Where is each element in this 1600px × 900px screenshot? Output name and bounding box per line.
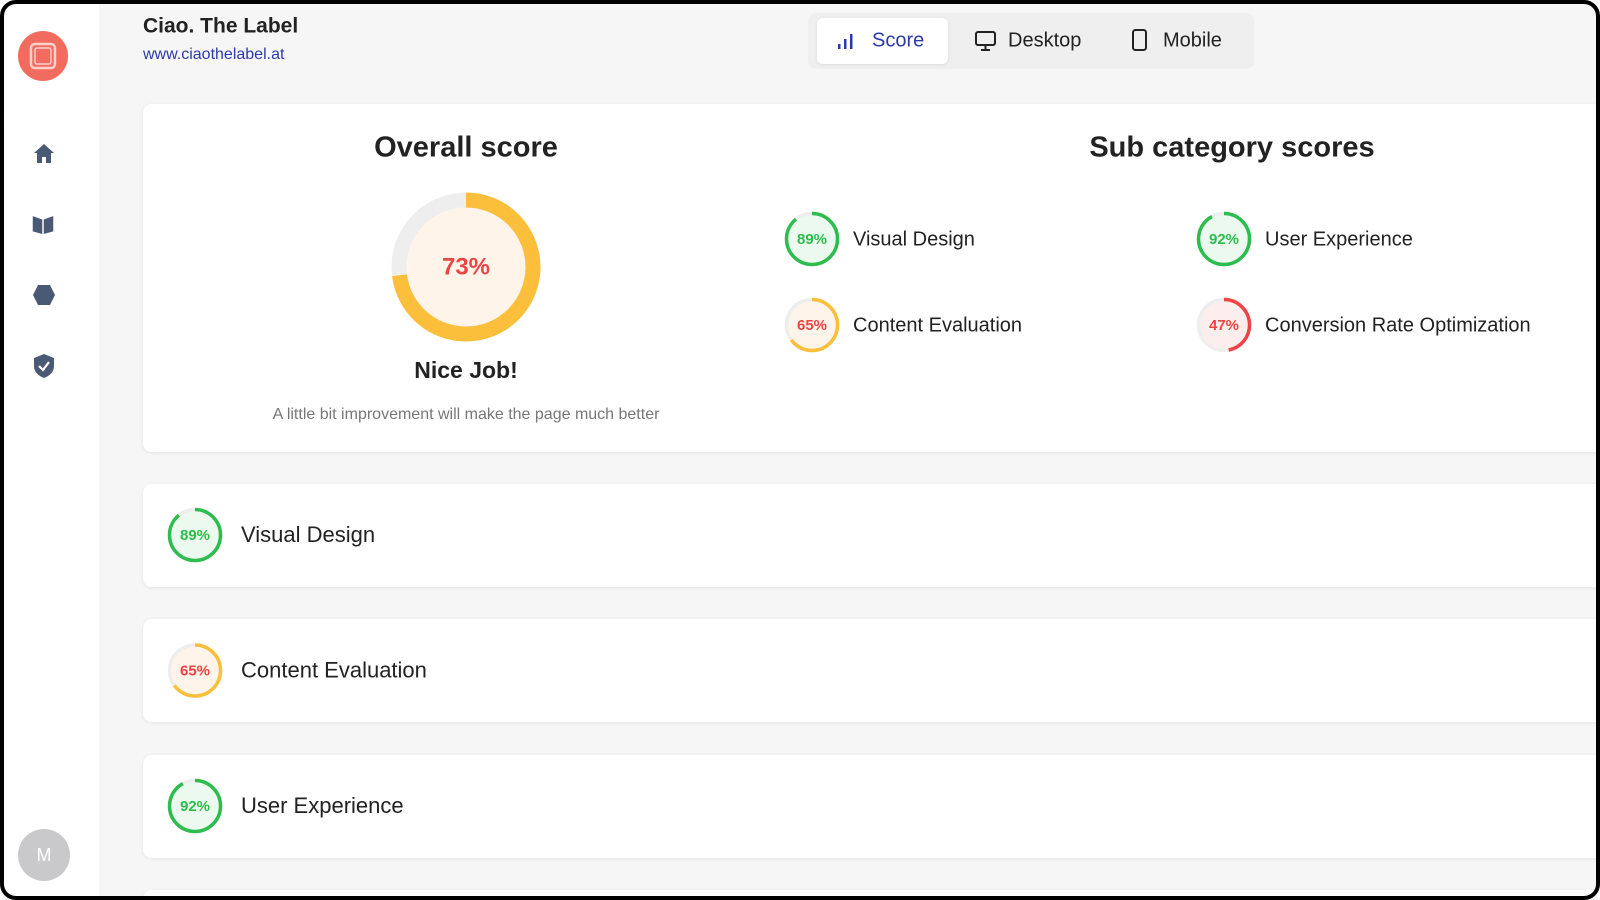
overview-card (143, 104, 1598, 452)
subcategory-name: Visual Design (853, 228, 975, 250)
ring-arc (784, 211, 840, 267)
logo-mark-inner (34, 47, 52, 65)
subcategory-name: Conversion Rate Optimization (1265, 314, 1531, 336)
scores: 73% 89% Visual Design 92% User Experience 65%… (167, 192, 1531, 834)
ring-fill (1198, 213, 1250, 265)
ring-fill (399, 200, 533, 334)
ring-fill (786, 299, 838, 351)
ring-arc (1196, 297, 1252, 353)
score-label: 92% (1209, 231, 1239, 248)
book-icon[interactable] (31, 213, 55, 236)
shield-icon[interactable] (34, 354, 54, 378)
ring-arc (1196, 211, 1252, 267)
ring-arc (391, 192, 541, 342)
tab-label[interactable]: Score (872, 29, 924, 51)
score-label: 89% (797, 231, 827, 248)
tab-label[interactable]: Mobile (1163, 29, 1222, 51)
overall-title: Overall score (374, 132, 558, 164)
site-url[interactable]: www.ciaothelabel.at (142, 46, 285, 63)
hexagon-icon[interactable] (33, 285, 55, 305)
section-card[interactable] (143, 484, 1600, 587)
score-label: 47% (1209, 317, 1239, 334)
tab-label[interactable]: Desktop (1008, 29, 1081, 51)
score-label: 65% (180, 662, 210, 679)
subcategory-name: Content Evaluation (853, 314, 1022, 336)
section-name: User Experience (241, 793, 404, 818)
verdict-message: A little bit improvement will make the p… (273, 406, 661, 423)
tab-active[interactable] (817, 18, 948, 64)
avatar[interactable] (18, 829, 70, 881)
ring-fill (169, 645, 221, 696)
ring-arc (784, 297, 840, 353)
section-card[interactable] (143, 619, 1600, 722)
ring-arc (167, 778, 223, 834)
sidebar (2, 2, 99, 898)
desktop-stand (981, 45, 990, 51)
logo-mark (29, 42, 57, 70)
score-label: 65% (797, 317, 827, 334)
section-card[interactable] (143, 755, 1600, 858)
score-label: 89% (180, 527, 210, 544)
score-icon (838, 34, 853, 49)
ring-arc (167, 507, 223, 563)
home-icon[interactable] (34, 144, 54, 163)
shield-check (38, 361, 50, 372)
ring-fill (169, 509, 221, 561)
ring-fill (786, 213, 838, 265)
subcategory-title: Sub category scores (1089, 132, 1374, 164)
mobile-icon (1132, 29, 1147, 51)
ring-arc (167, 643, 223, 698)
score-label: 92% (180, 798, 210, 815)
site-name: Ciao. The Label (143, 15, 298, 38)
subcategory-name: User Experience (1265, 228, 1413, 250)
ring-fill (1198, 299, 1250, 351)
score-label: 73% (442, 253, 490, 280)
avatar-initial: M (37, 845, 52, 865)
section-name: Content Evaluation (241, 657, 427, 682)
verdict: Nice Job! (414, 357, 518, 383)
logo[interactable] (18, 31, 68, 81)
section-name: Visual Design (241, 522, 375, 547)
ring-fill (169, 780, 221, 832)
